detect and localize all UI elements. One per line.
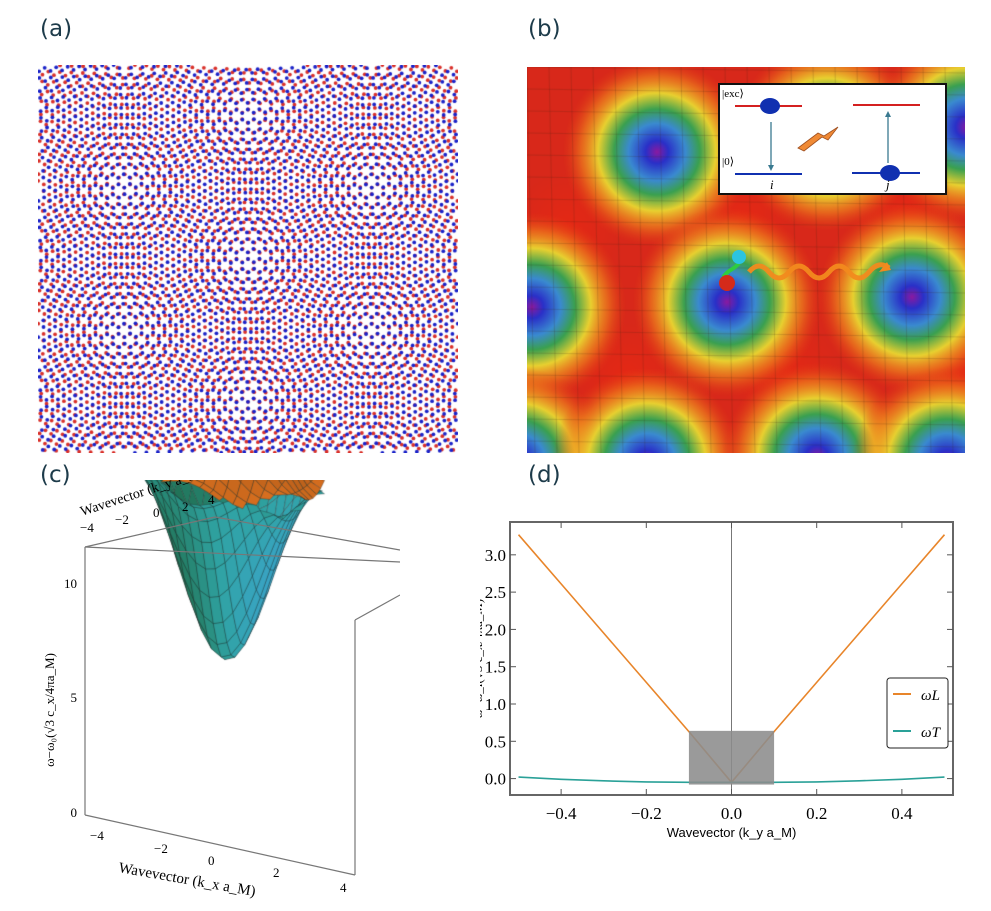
y-tick-label: −4: [80, 520, 94, 535]
energy-level-inset: |exc⟩ |0⟩ i j: [718, 83, 947, 195]
exciton-dot-i: [760, 98, 780, 114]
ground-state-label: |0⟩: [722, 156, 734, 168]
line-chart-d: −0.4 −0.2 0.0 0.2 0.4 0.0 0.5 1.0 1.5 2.0 2.5 3.0 Wa…: [480, 521, 954, 840]
z-axis-title: ω−ω₀(√3 c_x/4πa_M): [42, 653, 57, 767]
highlight-region: [688, 730, 775, 785]
x-tick-label: 0.4: [891, 804, 913, 823]
x-tick-label: −2: [154, 841, 168, 856]
moire-lattice-image: [38, 65, 458, 453]
excited-state-label: |exc⟩: [722, 88, 744, 100]
wavy-arrow-icon: [747, 262, 891, 281]
surface-plot-c: [20, 480, 400, 900]
panel-label-d: (d): [528, 462, 561, 488]
site-j-label: j: [886, 177, 890, 192]
x-tick-label: −0.4: [546, 804, 577, 823]
y-axis-title: ω−ω_l(√3 c_x/4πa_M): [480, 599, 485, 718]
axis-box-edge: [84, 546, 400, 563]
exciton-dot-j: [880, 165, 900, 181]
y-tick-label: 2.5: [485, 583, 506, 602]
exciton-transport-overlay: [719, 250, 891, 291]
legend-label: ωT: [921, 725, 942, 741]
x-tick-label: −0.2: [631, 804, 662, 823]
z-tick-label: 5: [71, 690, 78, 705]
y-tick-label: −2: [115, 512, 129, 527]
z-tick-label: 10: [64, 576, 77, 591]
x-tick-label: 4: [340, 880, 347, 895]
y-tick-label: 4: [208, 492, 215, 507]
x-tick-label: 0: [208, 853, 215, 868]
y-tick-label: 2: [182, 499, 189, 514]
axis-box-edge: [354, 594, 400, 621]
y-tick-label: 0.0: [485, 770, 506, 789]
x-axis-title: Wavevector (k_x a_M): [117, 860, 256, 900]
y-tick-label: 1.0: [485, 695, 506, 714]
y-tick-label: 3.0: [485, 546, 506, 565]
legend-label: ωL: [921, 688, 940, 704]
exciton-icon: [719, 250, 746, 291]
axis-box-edge: [214, 516, 400, 551]
x-tick-label: 0.2: [806, 804, 827, 823]
y-tick-label: 2.0: [485, 620, 506, 639]
y-tick-label: 1.5: [485, 658, 506, 677]
x-axis-title: Wavevector (k_y a_M): [667, 825, 797, 840]
axis-box-edge: [84, 516, 216, 548]
y-tick-label: 0.5: [485, 732, 506, 751]
x-tick-label: 0.0: [721, 804, 742, 823]
axis-box-edge: [84, 814, 356, 876]
panel-label-b: (b): [528, 16, 561, 42]
x-tick-label: −4: [90, 828, 104, 843]
z-tick-label: 0: [71, 805, 78, 820]
site-i-label: i: [770, 177, 774, 192]
y-tick-label: 0: [153, 505, 160, 520]
x-tick-label: 2: [273, 865, 280, 880]
lightning-icon: [797, 126, 839, 152]
panel-label-a: (a): [40, 16, 73, 42]
